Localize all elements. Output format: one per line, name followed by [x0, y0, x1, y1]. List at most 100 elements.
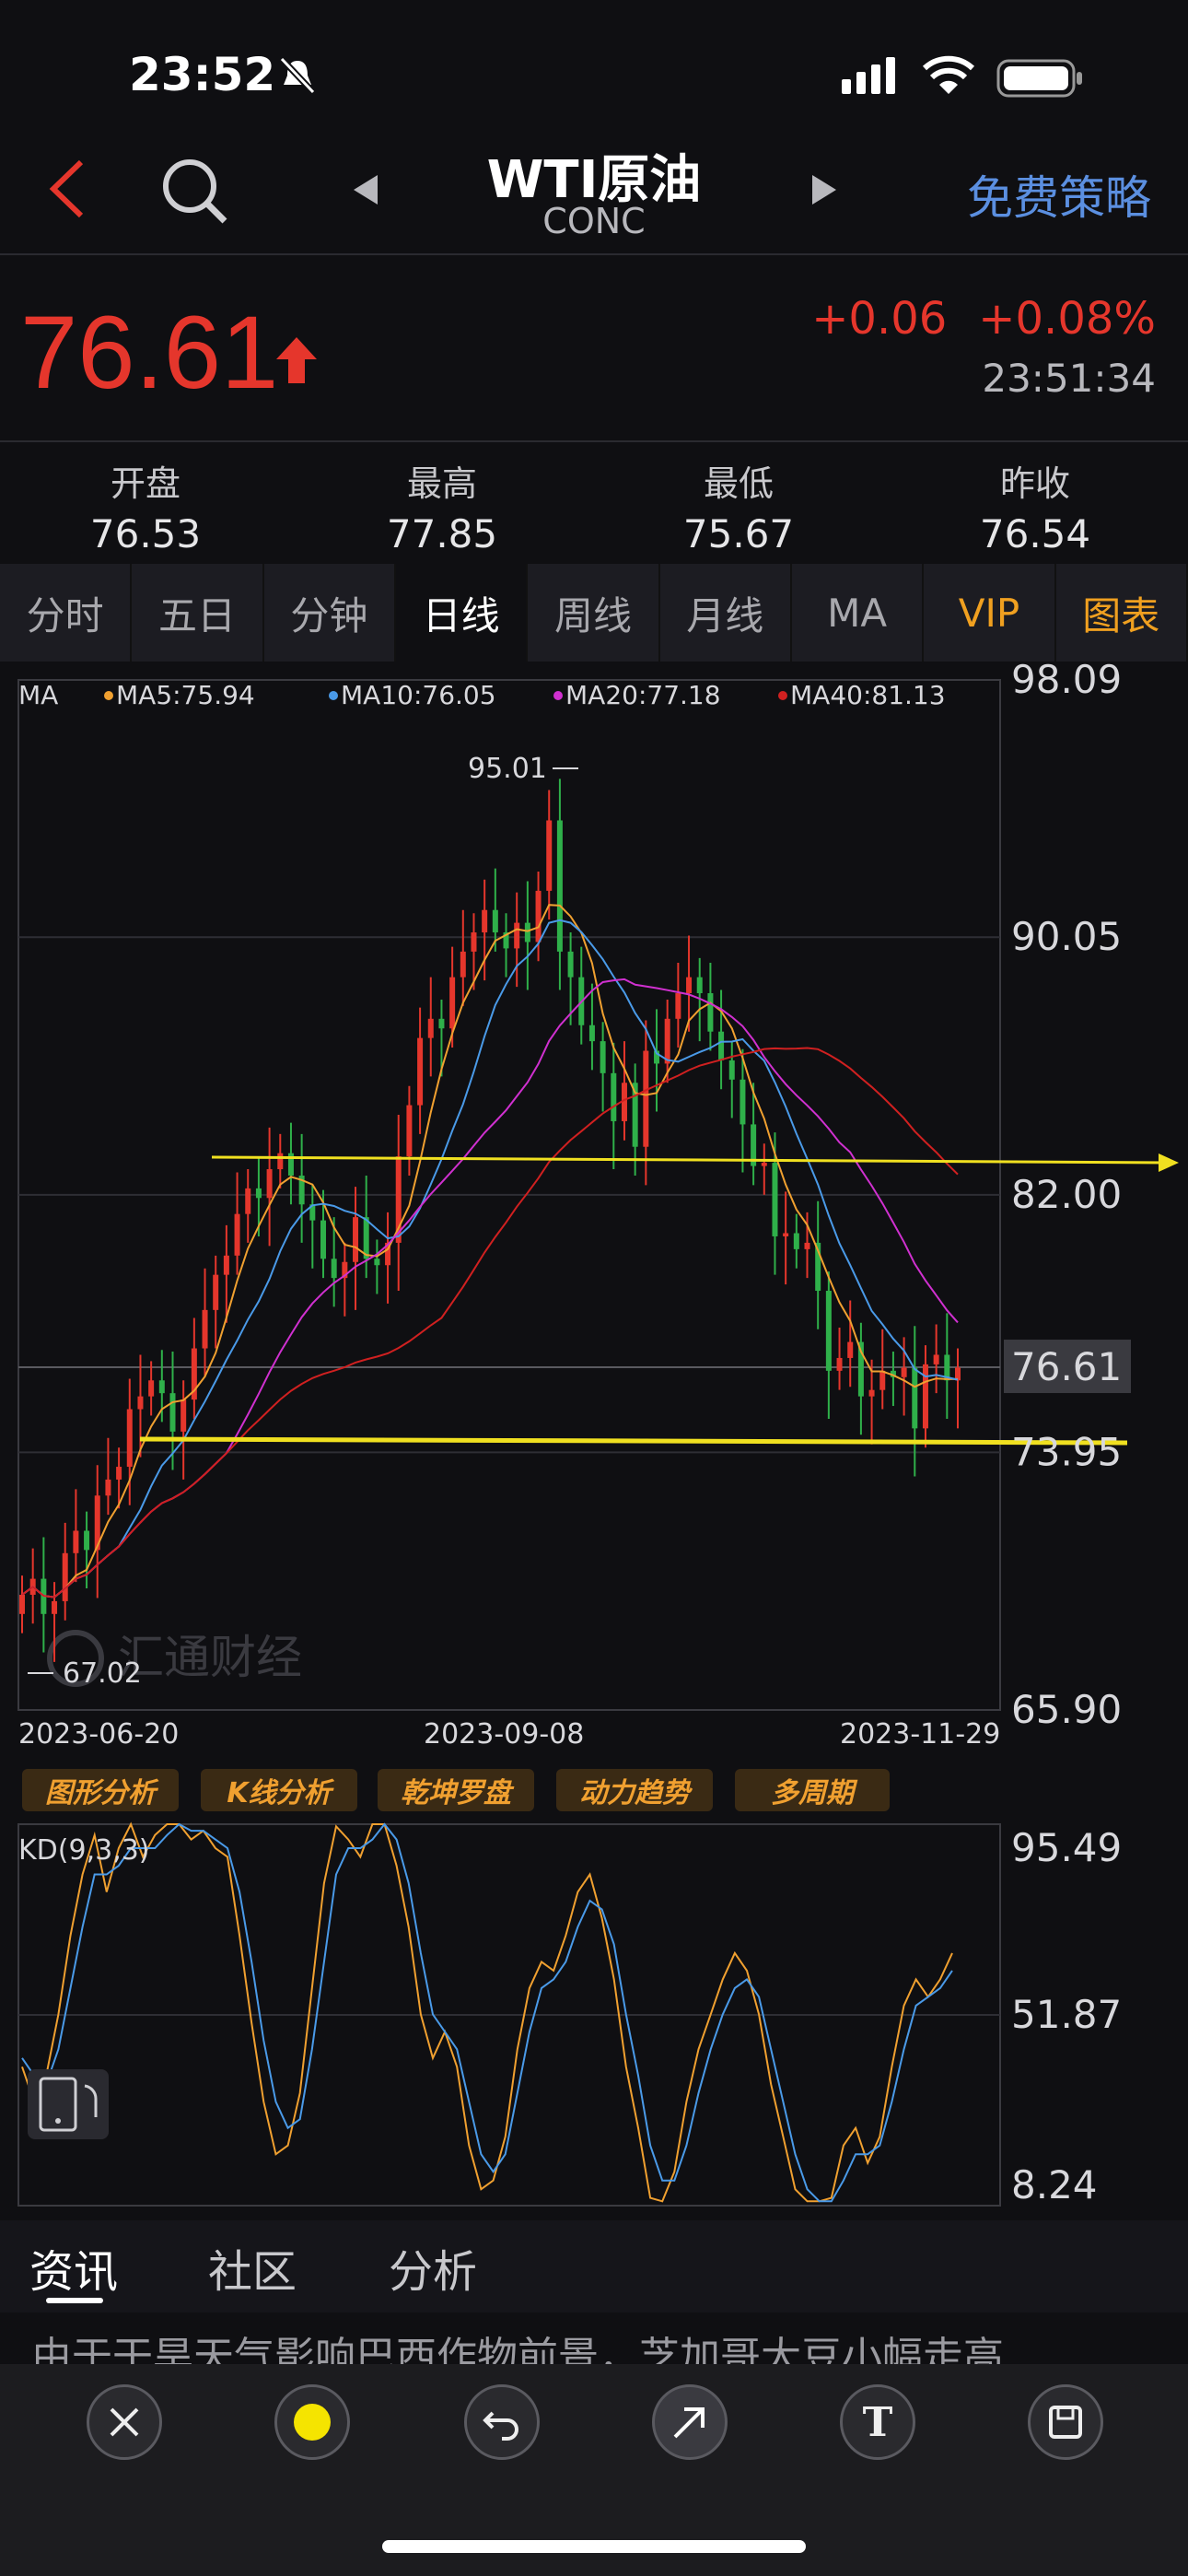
candle	[588, 1025, 595, 1042]
mute-icon	[279, 56, 316, 95]
tab-five-day[interactable]: 五日	[132, 564, 264, 662]
tab-vip[interactable]: VIP	[924, 564, 1056, 662]
ma20-legend: MA20:77.18	[565, 680, 721, 710]
candle	[169, 1393, 176, 1432]
price-change: +0.06 +0.08%	[811, 293, 1156, 345]
tool-kline-analysis[interactable]: K线分析	[201, 1769, 357, 1811]
kd-chart[interactable]: 95.49 51.87 8.24 KD(9,3,3)	[0, 1821, 1188, 2207]
candle	[94, 1495, 100, 1551]
candle	[255, 1188, 262, 1199]
tab-analysis[interactable]: 分析	[389, 2246, 478, 2298]
candle	[482, 909, 488, 933]
rotate-screen-arc	[84, 2084, 98, 2117]
stat-label: 昨收	[999, 463, 1070, 504]
prev-instrument-icon[interactable]	[352, 175, 379, 205]
kd-lines	[21, 1821, 953, 2203]
candle	[793, 1233, 799, 1249]
tab-ma[interactable]: MA	[792, 564, 925, 662]
tab-weekly[interactable]: 周线	[528, 564, 660, 662]
candle	[126, 1409, 133, 1468]
candle	[181, 1399, 187, 1432]
back-icon[interactable]	[44, 157, 87, 221]
candle	[245, 1188, 251, 1214]
change-value: +0.06	[811, 293, 948, 345]
tab-news[interactable]: 资讯	[29, 2246, 119, 2298]
kline-chart[interactable]: 汇通财经 98.09 90.05 82.00 76.61 73.95 65.90 MA M…	[0, 663, 1188, 1751]
save-icon[interactable]	[1028, 2384, 1103, 2460]
trendline-resistance[interactable]	[211, 1155, 1176, 1165]
candle	[933, 1354, 939, 1364]
ma40-line	[21, 1047, 959, 1598]
tool-momentum[interactable]: 动力趋势	[556, 1769, 713, 1811]
stat-value: 76.54	[979, 511, 1091, 556]
stat-label: 最高	[406, 463, 477, 504]
search-icon[interactable]	[160, 157, 228, 225]
candle	[643, 1050, 649, 1147]
undo-icon[interactable]	[464, 2384, 540, 2460]
home-indicator[interactable]	[382, 2540, 806, 2553]
candle	[675, 993, 681, 1019]
price-axis-label: 82.00	[1011, 1172, 1122, 1217]
text-tool-icon[interactable]: T	[840, 2384, 915, 2460]
ma10-line	[21, 919, 959, 1598]
candle	[836, 1357, 843, 1371]
free-strategy-link[interactable]: 免费策略	[967, 171, 1151, 225]
color-picker-icon[interactable]	[274, 2384, 350, 2460]
low-annotation: 67.02	[63, 1657, 142, 1690]
tab-intraday[interactable]: 分时	[0, 564, 133, 662]
candle	[320, 1220, 326, 1259]
wifi-icon	[922, 55, 975, 94]
ma-legend-label: MA	[18, 680, 58, 710]
kd-label: KD(9,3,3)	[18, 1834, 150, 1867]
candle	[611, 1072, 617, 1121]
news-tab-bar	[0, 2220, 1188, 2313]
candle	[556, 820, 563, 952]
change-percent: +0.08%	[978, 293, 1156, 345]
candle	[62, 1552, 68, 1601]
candle	[148, 1380, 155, 1397]
candle	[567, 951, 574, 978]
close-icon[interactable]	[87, 2384, 162, 2460]
candle	[137, 1396, 144, 1410]
ma5-legend: MA5:75.94	[116, 680, 255, 710]
candle	[287, 1153, 294, 1176]
candle	[213, 1274, 219, 1310]
tab-chart[interactable]: 图表	[1056, 564, 1188, 662]
tab-minute[interactable]: 分钟	[264, 564, 396, 662]
price-axis-label: 76.61	[1011, 1344, 1122, 1389]
rotate-screen-phone	[39, 2077, 77, 2132]
kd-axis-label: 8.24	[1011, 2162, 1098, 2207]
stat-label: 开盘	[110, 463, 181, 504]
candle	[728, 1060, 735, 1080]
candle	[879, 1370, 886, 1390]
trendline-arrow-icon	[1159, 1153, 1179, 1172]
candle	[890, 1370, 896, 1377]
arrow-tool-icon[interactable]	[652, 2384, 728, 2460]
candle	[84, 1530, 90, 1551]
candle	[514, 922, 520, 949]
candle	[438, 1018, 445, 1029]
tab-monthly[interactable]: 月线	[660, 564, 792, 662]
battery-icon	[996, 59, 1082, 98]
candle	[460, 951, 466, 978]
instrument-code: CONC	[542, 201, 646, 241]
candle	[847, 1341, 854, 1358]
news-headline[interactable]: 由于干旱天气影响巴西作物前景，芝加哥大豆小幅走高	[0, 2313, 1188, 2368]
next-instrument-icon[interactable]	[810, 175, 838, 205]
stat-prev-close: 昨收 76.54	[934, 455, 1136, 556]
trendline-support[interactable]	[139, 1436, 1128, 1446]
tab-daily[interactable]: 日线	[395, 564, 529, 662]
news-headline-text: 由于干旱天气影响巴西作物前景，芝加哥大豆小幅走高	[31, 2334, 1004, 2368]
candle	[331, 1259, 337, 1279]
kd-axis-label: 95.49	[1011, 1825, 1122, 1870]
tab-community[interactable]: 社区	[208, 2246, 297, 2298]
candle	[342, 1261, 348, 1279]
tool-multi-period[interactable]: 多周期	[735, 1769, 890, 1811]
candle	[740, 1079, 746, 1125]
ma40-legend: MA40:81.13	[790, 680, 946, 710]
tool-compass[interactable]: 乾坤罗盘	[378, 1769, 534, 1811]
stat-high: 最高 77.85	[341, 455, 543, 556]
candle	[73, 1530, 79, 1553]
candle	[427, 1018, 434, 1038]
tool-pattern-analysis[interactable]: 图形分析	[22, 1769, 179, 1811]
